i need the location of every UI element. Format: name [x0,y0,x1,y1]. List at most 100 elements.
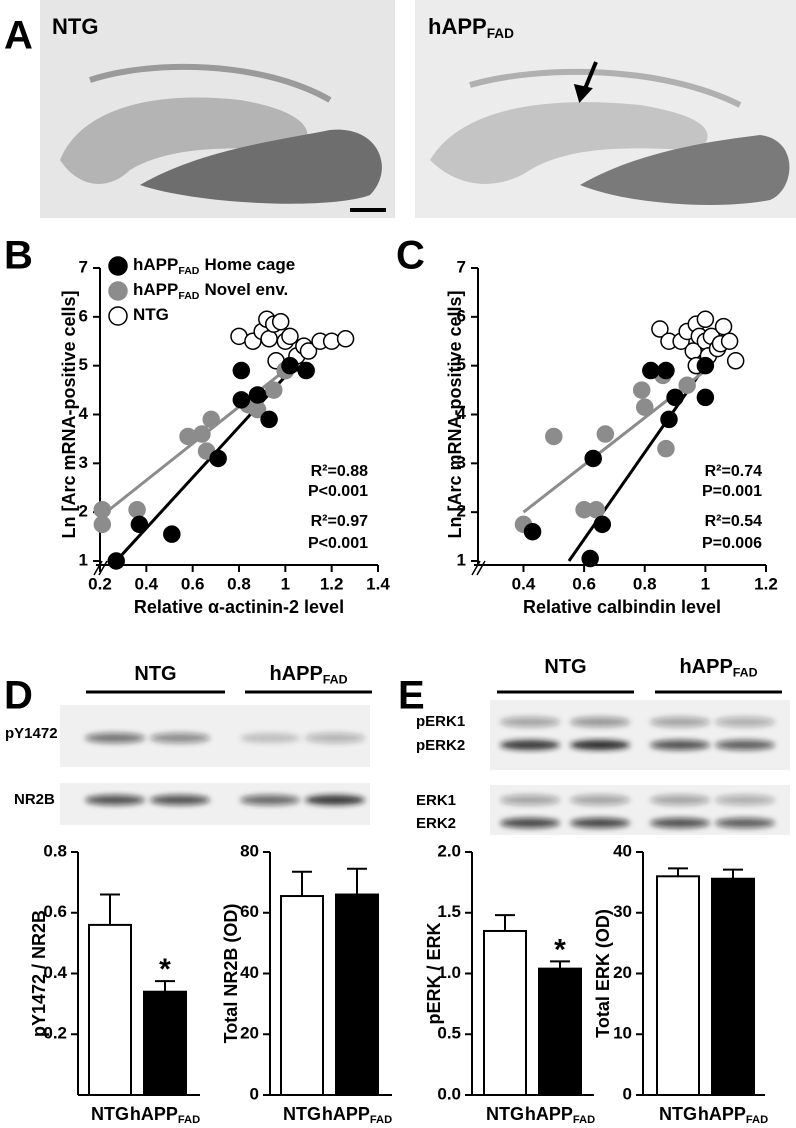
data-point [281,356,299,375]
y-tick-label: 0.8 [43,841,67,860]
data-point [202,410,220,429]
x-tick-label: hAPPFAD [322,1104,392,1126]
legend-label: hAPPFAD Home cage [133,255,295,276]
y-axis-title: Total NR2B (OD) [221,904,241,1044]
x-tick-label-main: hAPP [322,1104,370,1124]
x-tick-label: 1.2 [754,574,778,593]
blot-strip [490,700,790,770]
data-point [248,386,267,404]
data-point [265,381,283,399]
x-tick-label: 1 [701,574,710,593]
panel-label: C [396,234,425,278]
x-tick-label: 0.8 [227,574,251,593]
panel-label: E [398,674,425,718]
data-point [281,327,299,346]
x-tick-label: 1.4 [366,574,390,593]
y-tick-label: 2 [457,502,466,521]
legend-label-main: hAPP [133,280,178,299]
blot-band [150,733,210,743]
data-point [593,515,612,534]
group-label-main: NTG [544,656,586,678]
blot-band [500,740,560,750]
micrograph-happ [415,0,796,218]
y-tick-label: 60 [240,902,259,921]
data-point [584,449,602,468]
y-tick-label: 7 [457,257,466,276]
y-tick-label: 1 [457,550,466,569]
data-point [696,388,715,407]
data-point [232,361,251,380]
y-tick-label: 6 [457,306,466,325]
legend-label-rest: Home cage [205,255,296,274]
x-axis-title: Relative calbindin level [523,597,721,617]
x-tick-label: hAPPFAD [130,1104,200,1126]
x-tick-label: NTG [486,1104,524,1124]
blot-band [650,740,710,750]
x-tick-label: 0.6 [181,574,205,593]
data-point [678,376,696,394]
y-axis-title: Ln [Arc mRNA-positive cells] [59,290,79,538]
stat-annotation: R²=0.88 [311,463,368,480]
data-point [720,332,739,350]
x-tick-label-main: hAPP [525,1104,573,1124]
x-tick-label: 0.6 [572,574,596,593]
x-tick-label: NTG [283,1104,321,1124]
y-tick-label: 6 [79,306,88,325]
blot-row-label: ERK1 [416,792,456,809]
bar [656,875,700,1096]
group-label-main: hAPP [269,663,322,685]
y-tick-label: 20 [613,963,632,982]
y-tick-label: 0.0 [437,1084,461,1103]
data-point [107,552,125,570]
stat-annotation: R²=0.54 [705,513,762,530]
group-label: NTG [134,663,176,685]
data-point [696,310,715,329]
blot-band [570,717,630,727]
blot-band [305,795,365,805]
data-point [232,391,251,409]
legend-label-main: hAPP [133,255,178,274]
blot-band [650,717,710,727]
data-point [163,525,181,543]
y-tick-label: 10 [613,1024,632,1043]
y-tick-label: 5 [79,355,88,374]
group-label-main: NTG [134,663,176,685]
bar [88,923,132,1097]
y-tick-label: 1 [79,550,88,569]
image-caption-main: NTG [52,14,98,39]
blot-band [715,795,775,805]
legend-label-sub: FAD [178,290,199,302]
blot-band [570,795,630,805]
legend-label-rest: Novel env. [205,280,289,299]
x-tick-label-main: hAPP [130,1104,178,1124]
panel-label: B [4,234,33,278]
x-tick-label: hAPPFAD [698,1104,768,1126]
data-point [93,500,112,519]
data-point [651,320,669,338]
stat-annotation: P<0.001 [308,483,368,500]
stat-annotation: P<0.001 [308,535,368,552]
blot-band [570,740,630,750]
y-axis-title: Total ERK (OD) [593,909,613,1038]
stat-annotation: R²=0.74 [705,463,762,480]
legend-label: NTG [133,305,169,324]
x-tick-label: 0.8 [633,574,657,593]
panel-label: A [4,14,33,58]
bar [280,895,324,1097]
data-point [657,439,675,458]
y-tick-label: 1.0 [437,963,461,982]
blot-band [715,740,775,750]
x-tick-label: NTG [91,1104,129,1124]
data-point [660,410,678,429]
stat-annotation: P=0.001 [702,483,762,500]
data-point [587,500,605,519]
blot-row-label: pY1472 [5,725,58,742]
data-point [596,425,615,443]
blot-band [150,795,210,805]
legend-marker [108,281,128,301]
data-point [726,352,745,370]
panel-label: D [4,674,33,718]
data-point [260,330,278,348]
y-tick-label: 4 [79,404,89,423]
